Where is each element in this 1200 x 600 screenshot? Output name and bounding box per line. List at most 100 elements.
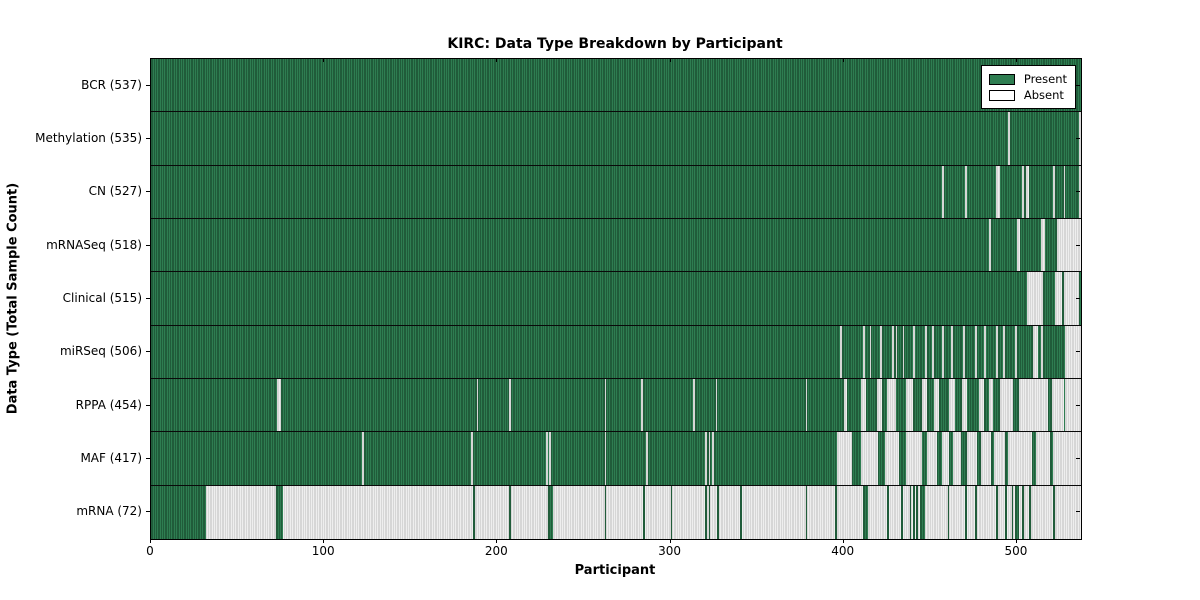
x-axis-label: Participant bbox=[574, 563, 656, 578]
present-segment bbox=[975, 485, 978, 539]
x-tick-mark bbox=[150, 58, 151, 62]
absent-segment bbox=[932, 325, 934, 378]
present-segment bbox=[509, 485, 512, 539]
absent-segment bbox=[545, 432, 548, 485]
x-tick-mark bbox=[842, 58, 844, 62]
present-segment bbox=[862, 485, 868, 539]
absent-segment bbox=[1027, 272, 1043, 325]
y-tick-mark bbox=[1076, 511, 1080, 513]
absent-segment bbox=[952, 432, 962, 485]
plot-area: Present Absent bbox=[150, 58, 1082, 540]
y-tick-mark bbox=[1076, 84, 1080, 86]
absent-segment bbox=[978, 378, 984, 432]
y-tick-label-cn: CN (527) bbox=[88, 184, 142, 199]
present-segment bbox=[835, 485, 837, 539]
absent-segment bbox=[949, 378, 955, 432]
absent-segment bbox=[921, 378, 927, 432]
present-segment bbox=[805, 485, 808, 539]
x-tick-label-200: 200 bbox=[484, 544, 508, 558]
absent-segment bbox=[996, 325, 998, 378]
absent-segment bbox=[989, 378, 993, 432]
y-tick-mark bbox=[146, 404, 150, 406]
absent-segment bbox=[895, 325, 898, 378]
absent-segment bbox=[836, 432, 853, 485]
heatmap-row-mrnaseq bbox=[151, 218, 1081, 273]
absent-segment bbox=[942, 165, 945, 218]
present-segment bbox=[275, 485, 283, 539]
present-segment bbox=[964, 485, 967, 539]
x-tick-label-500: 500 bbox=[1004, 544, 1028, 558]
absent-segment bbox=[1035, 432, 1050, 485]
absent-segment bbox=[840, 325, 842, 378]
absent-segment bbox=[1022, 165, 1024, 218]
present-segment bbox=[705, 485, 707, 539]
present-segment bbox=[642, 485, 645, 539]
absent-segment bbox=[1003, 325, 1005, 378]
legend-item-present: Present bbox=[988, 72, 1067, 86]
absent-segment bbox=[646, 432, 649, 485]
present-segment bbox=[604, 485, 607, 539]
absent-segment bbox=[1041, 218, 1045, 272]
heatmap-row-mrna bbox=[151, 485, 1081, 539]
present-segment bbox=[739, 485, 742, 539]
absent-segment bbox=[989, 218, 991, 272]
absent-segment bbox=[880, 325, 882, 378]
y-tick-mark bbox=[146, 244, 150, 246]
x-tick-mark bbox=[1015, 539, 1017, 543]
absent-segment bbox=[471, 432, 474, 485]
y-tick-label-mrnaseq: mRNASeq (518) bbox=[46, 237, 142, 252]
absent-segment bbox=[1025, 165, 1030, 218]
present-segment bbox=[1015, 485, 1019, 539]
present-segment bbox=[996, 485, 998, 539]
y-tick-mark bbox=[1076, 351, 1080, 353]
absent-segment bbox=[1041, 325, 1043, 378]
present-segment bbox=[670, 485, 673, 539]
absent-segment bbox=[862, 325, 865, 378]
absent-segment bbox=[641, 378, 643, 432]
absent-segment bbox=[549, 432, 552, 485]
absent-segment bbox=[705, 432, 707, 485]
heatmap-row-maf bbox=[151, 432, 1081, 486]
absent-segment bbox=[999, 378, 1014, 432]
absent-segment bbox=[805, 378, 808, 432]
present-segment bbox=[1029, 485, 1031, 539]
legend-label-absent: Absent bbox=[1023, 88, 1064, 102]
heatmap-row-cn bbox=[151, 165, 1081, 219]
legend: Present Absent bbox=[980, 65, 1076, 109]
absent-segment bbox=[1065, 378, 1081, 432]
x-tick-mark bbox=[496, 58, 498, 62]
present-segment bbox=[1053, 485, 1055, 539]
x-tick-mark bbox=[1015, 58, 1017, 62]
x-tick-mark bbox=[323, 539, 325, 543]
y-tick-label-clinical: Clinical (515) bbox=[62, 291, 142, 305]
absent-segment bbox=[1055, 272, 1062, 325]
y-tick-mark bbox=[1076, 458, 1080, 459]
absent-segment bbox=[980, 432, 991, 485]
absent-segment bbox=[476, 378, 479, 432]
heatmap-row-mirseq bbox=[151, 325, 1081, 379]
y-tick-mark bbox=[146, 458, 150, 459]
absent-segment bbox=[693, 378, 695, 432]
absent-segment bbox=[1051, 378, 1064, 432]
y-tick-mark bbox=[1076, 191, 1080, 193]
absent-segment bbox=[996, 165, 1000, 218]
absent-segment bbox=[1065, 325, 1081, 378]
absent-segment bbox=[1008, 432, 1033, 485]
present-segment bbox=[717, 485, 720, 539]
y-tick-label-mirseq: miRSeq (506) bbox=[59, 344, 142, 359]
absent-segment bbox=[994, 432, 1005, 485]
absent-segment bbox=[951, 325, 953, 378]
x-tick-mark bbox=[496, 539, 498, 543]
absent-segment bbox=[963, 325, 965, 378]
y-tick-mark bbox=[1076, 138, 1080, 139]
y-tick-mark bbox=[146, 511, 150, 513]
present-segment bbox=[916, 485, 919, 539]
absent-segment bbox=[712, 432, 714, 485]
present-segment bbox=[473, 485, 475, 539]
absent-segment bbox=[1032, 325, 1038, 378]
x-tick-label-100: 100 bbox=[311, 544, 335, 558]
present-segment bbox=[947, 485, 950, 539]
heatmap-row-bcr bbox=[151, 59, 1081, 113]
absent-segment bbox=[966, 432, 978, 485]
present-swatch-icon bbox=[988, 73, 1015, 85]
